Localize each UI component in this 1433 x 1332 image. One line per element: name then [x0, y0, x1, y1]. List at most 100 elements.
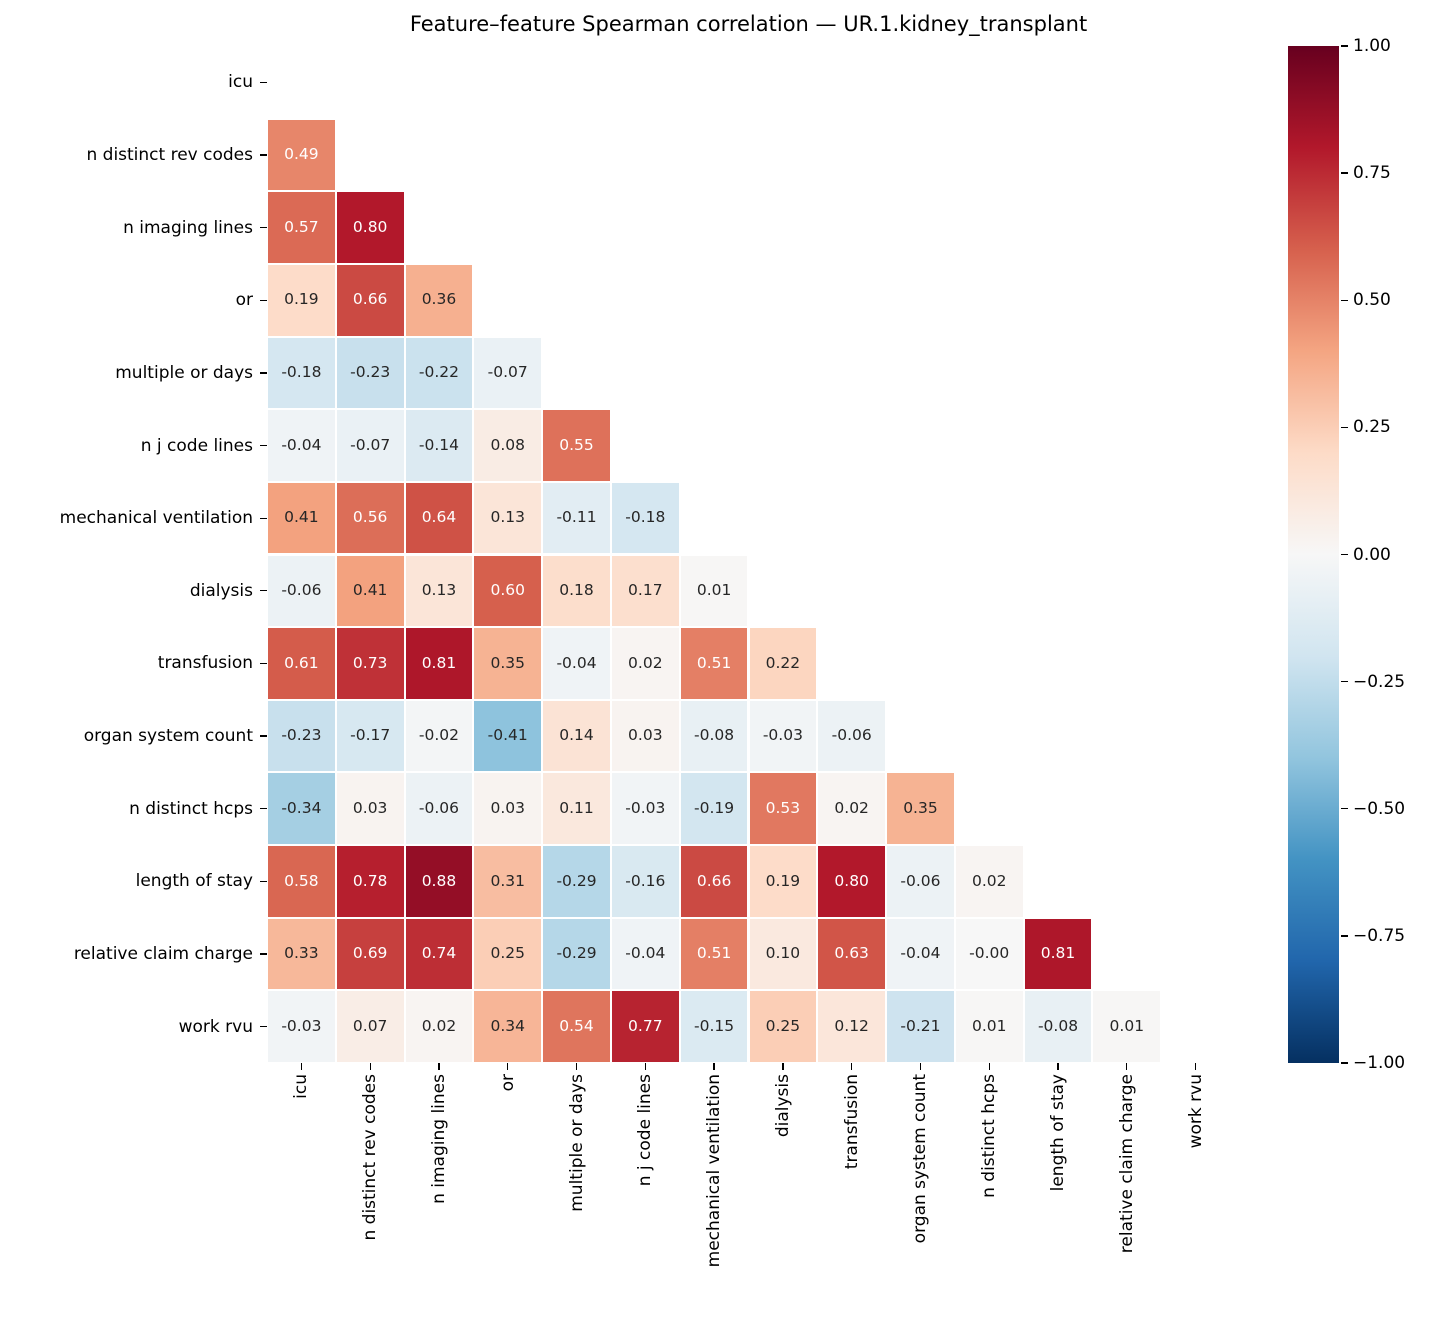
- heatmap-cell: -0.07: [335, 409, 405, 482]
- col-label: n distinct hcps: [979, 1074, 1000, 1198]
- heatmap-cell: -0.04: [886, 917, 955, 991]
- cell-value: 0.01: [971, 1016, 1007, 1035]
- cell-value: -0.23: [350, 363, 391, 382]
- heatmap-cell: 0.61: [267, 627, 336, 700]
- cell-value: 0.66: [696, 871, 732, 890]
- heatmap-cell: 0.35: [473, 627, 543, 700]
- y-tick: [260, 372, 267, 374]
- cell-value: -0.11: [556, 508, 597, 527]
- cell-value: -0.17: [350, 726, 391, 745]
- cell-value: -0.15: [694, 1016, 735, 1035]
- row-label: mechanical ventilation: [59, 508, 253, 529]
- row-label: relative claim charge: [73, 944, 253, 965]
- cell-value: 0.73: [352, 653, 388, 672]
- row-label: transfusion: [157, 653, 253, 674]
- cell-value: 0.41: [352, 581, 388, 600]
- x-tick: [919, 1063, 922, 1070]
- cell-value: 0.18: [559, 581, 594, 600]
- col-label: or: [497, 1074, 518, 1092]
- y-tick: [260, 226, 267, 229]
- colorbar-tick: [1341, 1062, 1348, 1064]
- colorbar-tick-label: 0.75: [1353, 163, 1391, 184]
- x-tick: [988, 1063, 990, 1070]
- heatmap-cell: 0.10: [748, 917, 818, 991]
- cell-value: 0.12: [834, 1016, 869, 1035]
- col-label: relative claim charge: [1116, 1074, 1137, 1254]
- row-label: n distinct rev codes: [86, 144, 253, 165]
- y-tick: [260, 1026, 267, 1028]
- heatmap-cell: 0.03: [335, 772, 405, 846]
- heatmap-cell: 0.34: [473, 990, 543, 1063]
- colorbar-tick-label: −0.25: [1353, 671, 1406, 692]
- row-label: icu: [228, 72, 253, 93]
- colorbar-tick-label: 0.25: [1353, 417, 1391, 438]
- colorbar-tick: [1341, 426, 1348, 429]
- heatmap-cell: 0.69: [335, 917, 405, 991]
- row-label: or: [235, 290, 253, 311]
- cell-value: -0.08: [1037, 1016, 1079, 1035]
- heatmap-cell: 0.51: [679, 627, 749, 700]
- cell-value: -0.04: [281, 435, 322, 454]
- row-label: organ system count: [83, 726, 253, 747]
- colorbar-tick: [1341, 808, 1348, 810]
- col-label: icu: [291, 1074, 312, 1099]
- cell-value: -0.03: [762, 726, 803, 745]
- y-tick: [260, 154, 267, 156]
- heatmap-cell: 0.14: [542, 699, 611, 773]
- cell-value: 0.35: [490, 653, 525, 672]
- cell-value: 0.60: [490, 581, 525, 600]
- y-tick: [260, 590, 267, 592]
- col-label: transfusion: [841, 1074, 862, 1170]
- cell-value: 0.25: [490, 944, 525, 963]
- heatmap-cell: 0.41: [267, 481, 336, 555]
- colorbar-tick-label: 0.00: [1353, 544, 1391, 565]
- heatmap-cell: 0.36: [404, 263, 474, 337]
- heatmap-cell: 0.25: [473, 917, 543, 991]
- cell-value: 0.14: [559, 726, 594, 745]
- col-label: multiple or days: [566, 1074, 587, 1212]
- cell-value: -0.04: [556, 653, 597, 672]
- cell-value: 0.17: [628, 581, 663, 600]
- cell-value: -0.06: [281, 581, 322, 600]
- heatmap-grid: 0.49 0.57 0.80 0.19 0.66 0.36 -0.18 -0.23 -0.22 -…: [267, 46, 1230, 1063]
- cell-value: 0.69: [352, 944, 388, 963]
- cell-value: 0.81: [1040, 944, 1076, 963]
- cell-value: -0.16: [625, 871, 666, 890]
- y-tick: [260, 735, 267, 737]
- cell-value: 0.78: [352, 871, 388, 890]
- cell-value: 0.19: [284, 290, 319, 309]
- chart-title: Feature–feature Spearman correlation — U…: [409, 12, 1088, 36]
- cell-value: 0.51: [696, 944, 732, 963]
- col-label: n imaging lines: [428, 1074, 449, 1204]
- heatmap-cell: 0.64: [404, 481, 474, 555]
- cell-value: 0.88: [421, 871, 457, 890]
- heatmap-cell: 0.81: [404, 627, 474, 700]
- cell-value: -0.41: [487, 726, 528, 745]
- heatmap-cell: 0.01: [954, 990, 1024, 1063]
- cell-value: -0.06: [900, 871, 941, 890]
- heatmap-cell: -0.03: [610, 772, 680, 846]
- col-label: mechanical ventilation: [704, 1074, 725, 1268]
- heatmap-cell: 0.49: [267, 118, 336, 192]
- heatmap-cell: 0.66: [679, 845, 749, 918]
- x-tick: [851, 1063, 853, 1070]
- cell-value: 0.63: [834, 944, 869, 963]
- heatmap-cell: -0.34: [267, 772, 336, 846]
- heatmap-cell: -0.06: [267, 554, 336, 628]
- cell-value: 0.55: [559, 435, 594, 454]
- col-label: organ system count: [910, 1074, 931, 1244]
- cell-value: 0.02: [834, 798, 869, 817]
- x-tick: [644, 1063, 646, 1070]
- heatmap-cell: 0.33: [267, 917, 336, 991]
- heatmap-cell: 0.73: [335, 627, 405, 700]
- heatmap-cell: -0.17: [335, 699, 405, 773]
- colorbar-tick-label: −1.00: [1353, 1053, 1406, 1073]
- heatmap-cell: -0.16: [610, 845, 680, 918]
- col-label: n j code lines: [635, 1074, 656, 1187]
- cell-value: 0.01: [1109, 1016, 1145, 1035]
- cell-value: 0.19: [765, 871, 801, 890]
- cell-value: 0.02: [971, 871, 1007, 890]
- heatmap-cell: 0.02: [610, 627, 680, 700]
- cell-value: -0.14: [418, 435, 459, 454]
